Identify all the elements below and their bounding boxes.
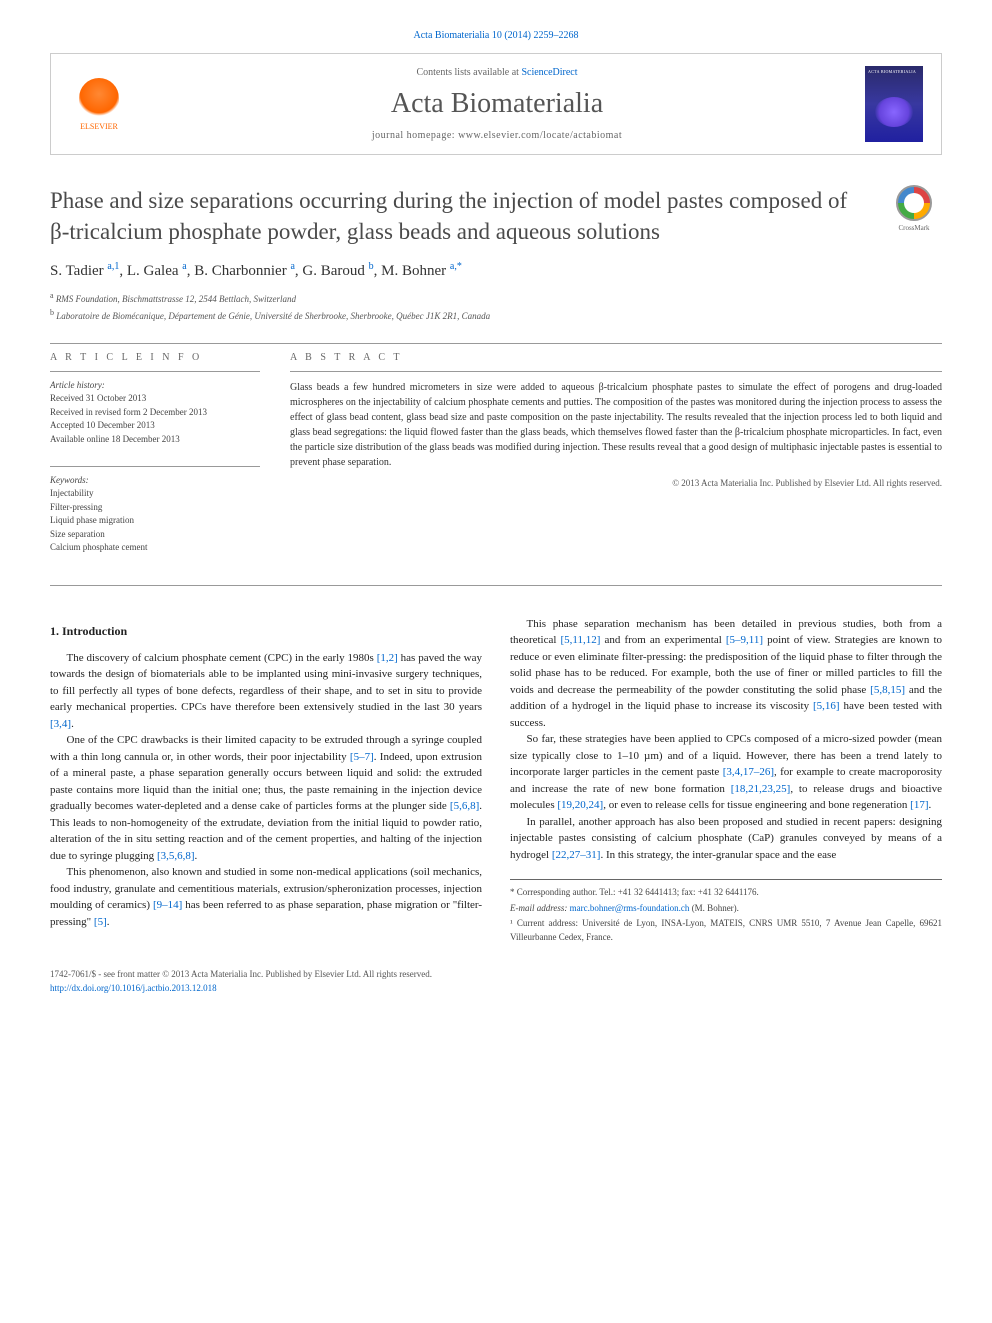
email-link[interactable]: marc.bohner@rms-foundation.ch [570, 903, 690, 913]
contents-prefix: Contents lists available at [416, 67, 521, 78]
homepage-url[interactable]: www.elsevier.com/locate/actabiomat [458, 130, 622, 141]
journal-header: ELSEVIER Contents lists available at Sci… [50, 53, 942, 155]
keyword-line: Liquid phase migration [50, 514, 260, 528]
email-label: E-mail address: [510, 903, 567, 913]
article-info-block: A R T I C L E I N F O Article history: R… [50, 352, 260, 555]
article-title: Phase and size separations occurring dur… [50, 185, 866, 247]
history-line: Received 31 October 2013 [50, 392, 260, 406]
abstract-copyright: © 2013 Acta Materialia Inc. Published by… [290, 478, 942, 488]
crossmark-icon [896, 185, 932, 221]
homepage-prefix: journal homepage: [372, 130, 458, 141]
body-text: 1. Introduction The discovery of calcium… [50, 616, 942, 945]
email-suffix: (M. Bohner). [692, 903, 739, 913]
journal-cover-thumbnail[interactable] [865, 66, 923, 142]
elsevier-logo[interactable]: ELSEVIER [69, 69, 129, 139]
email-line: E-mail address: marc.bohner@rms-foundati… [510, 902, 942, 916]
journal-homepage: journal homepage: www.elsevier.com/locat… [149, 130, 845, 141]
body-paragraph: This phase separation mechanism has been… [510, 616, 942, 732]
history-line: Accepted 10 December 2013 [50, 419, 260, 433]
affiliation-line: a RMS Foundation, Bischmattstrasse 12, 2… [50, 290, 942, 307]
header-center: Contents lists available at ScienceDirec… [149, 67, 845, 141]
keywords-label: Keywords: [50, 475, 260, 485]
journal-reference: Acta Biomaterialia 10 (2014) 2259–2268 [50, 30, 942, 41]
crossmark-label: CrossMark [898, 224, 929, 232]
elsevier-tree-icon [79, 78, 119, 118]
section-heading: 1. Introduction [50, 622, 482, 640]
body-paragraph: So far, these strategies have been appli… [510, 731, 942, 814]
author-list: S. Tadier a,1, L. Galea a, B. Charbonnie… [50, 261, 942, 280]
divider [50, 466, 260, 467]
history-line: Available online 18 December 2013 [50, 433, 260, 447]
abstract-heading: A B S T R A C T [290, 352, 942, 363]
divider [290, 371, 942, 372]
keyword-line: Filter-pressing [50, 501, 260, 515]
article-info-heading: A R T I C L E I N F O [50, 352, 260, 363]
keyword-line: Size separation [50, 528, 260, 542]
info-abstract-row: A R T I C L E I N F O Article history: R… [50, 352, 942, 555]
contents-list-text: Contents lists available at ScienceDirec… [149, 67, 845, 78]
divider [50, 371, 260, 372]
affiliations: a RMS Foundation, Bischmattstrasse 12, 2… [50, 290, 942, 323]
page-footer: 1742-7061/$ - see front matter © 2013 Ac… [50, 968, 942, 995]
corresponding-author: * Corresponding author. Tel.: +41 32 644… [510, 886, 942, 900]
title-row: Phase and size separations occurring dur… [50, 185, 942, 247]
current-address-note: ¹ Current address: Université de Lyon, I… [510, 917, 942, 944]
affiliation-line: b Laboratoire de Biomécanique, Départeme… [50, 307, 942, 324]
divider [50, 585, 942, 586]
body-paragraph: This phenomenon, also known and studied … [50, 864, 482, 930]
issn-copyright: 1742-7061/$ - see front matter © 2013 Ac… [50, 968, 942, 982]
keyword-line: Injectability [50, 487, 260, 501]
footnotes: * Corresponding author. Tel.: +41 32 644… [510, 879, 942, 944]
body-paragraph: In parallel, another approach has also b… [510, 814, 942, 864]
journal-name: Acta Biomaterialia [149, 88, 845, 120]
crossmark-badge[interactable]: CrossMark [886, 185, 942, 241]
keyword-line: Calcium phosphate cement [50, 541, 260, 555]
doi-link[interactable]: http://dx.doi.org/10.1016/j.actbio.2013.… [50, 983, 217, 993]
body-paragraph: One of the CPC drawbacks is their limite… [50, 732, 482, 864]
body-paragraph: The discovery of calcium phosphate cemen… [50, 650, 482, 733]
divider [50, 343, 942, 344]
elsevier-logo-label: ELSEVIER [80, 122, 118, 131]
sciencedirect-link[interactable]: ScienceDirect [521, 67, 577, 78]
abstract-block: A B S T R A C T Glass beads a few hundre… [290, 352, 942, 555]
history-line: Received in revised form 2 December 2013 [50, 406, 260, 420]
history-label: Article history: [50, 380, 260, 390]
abstract-text: Glass beads a few hundred micrometers in… [290, 380, 942, 470]
